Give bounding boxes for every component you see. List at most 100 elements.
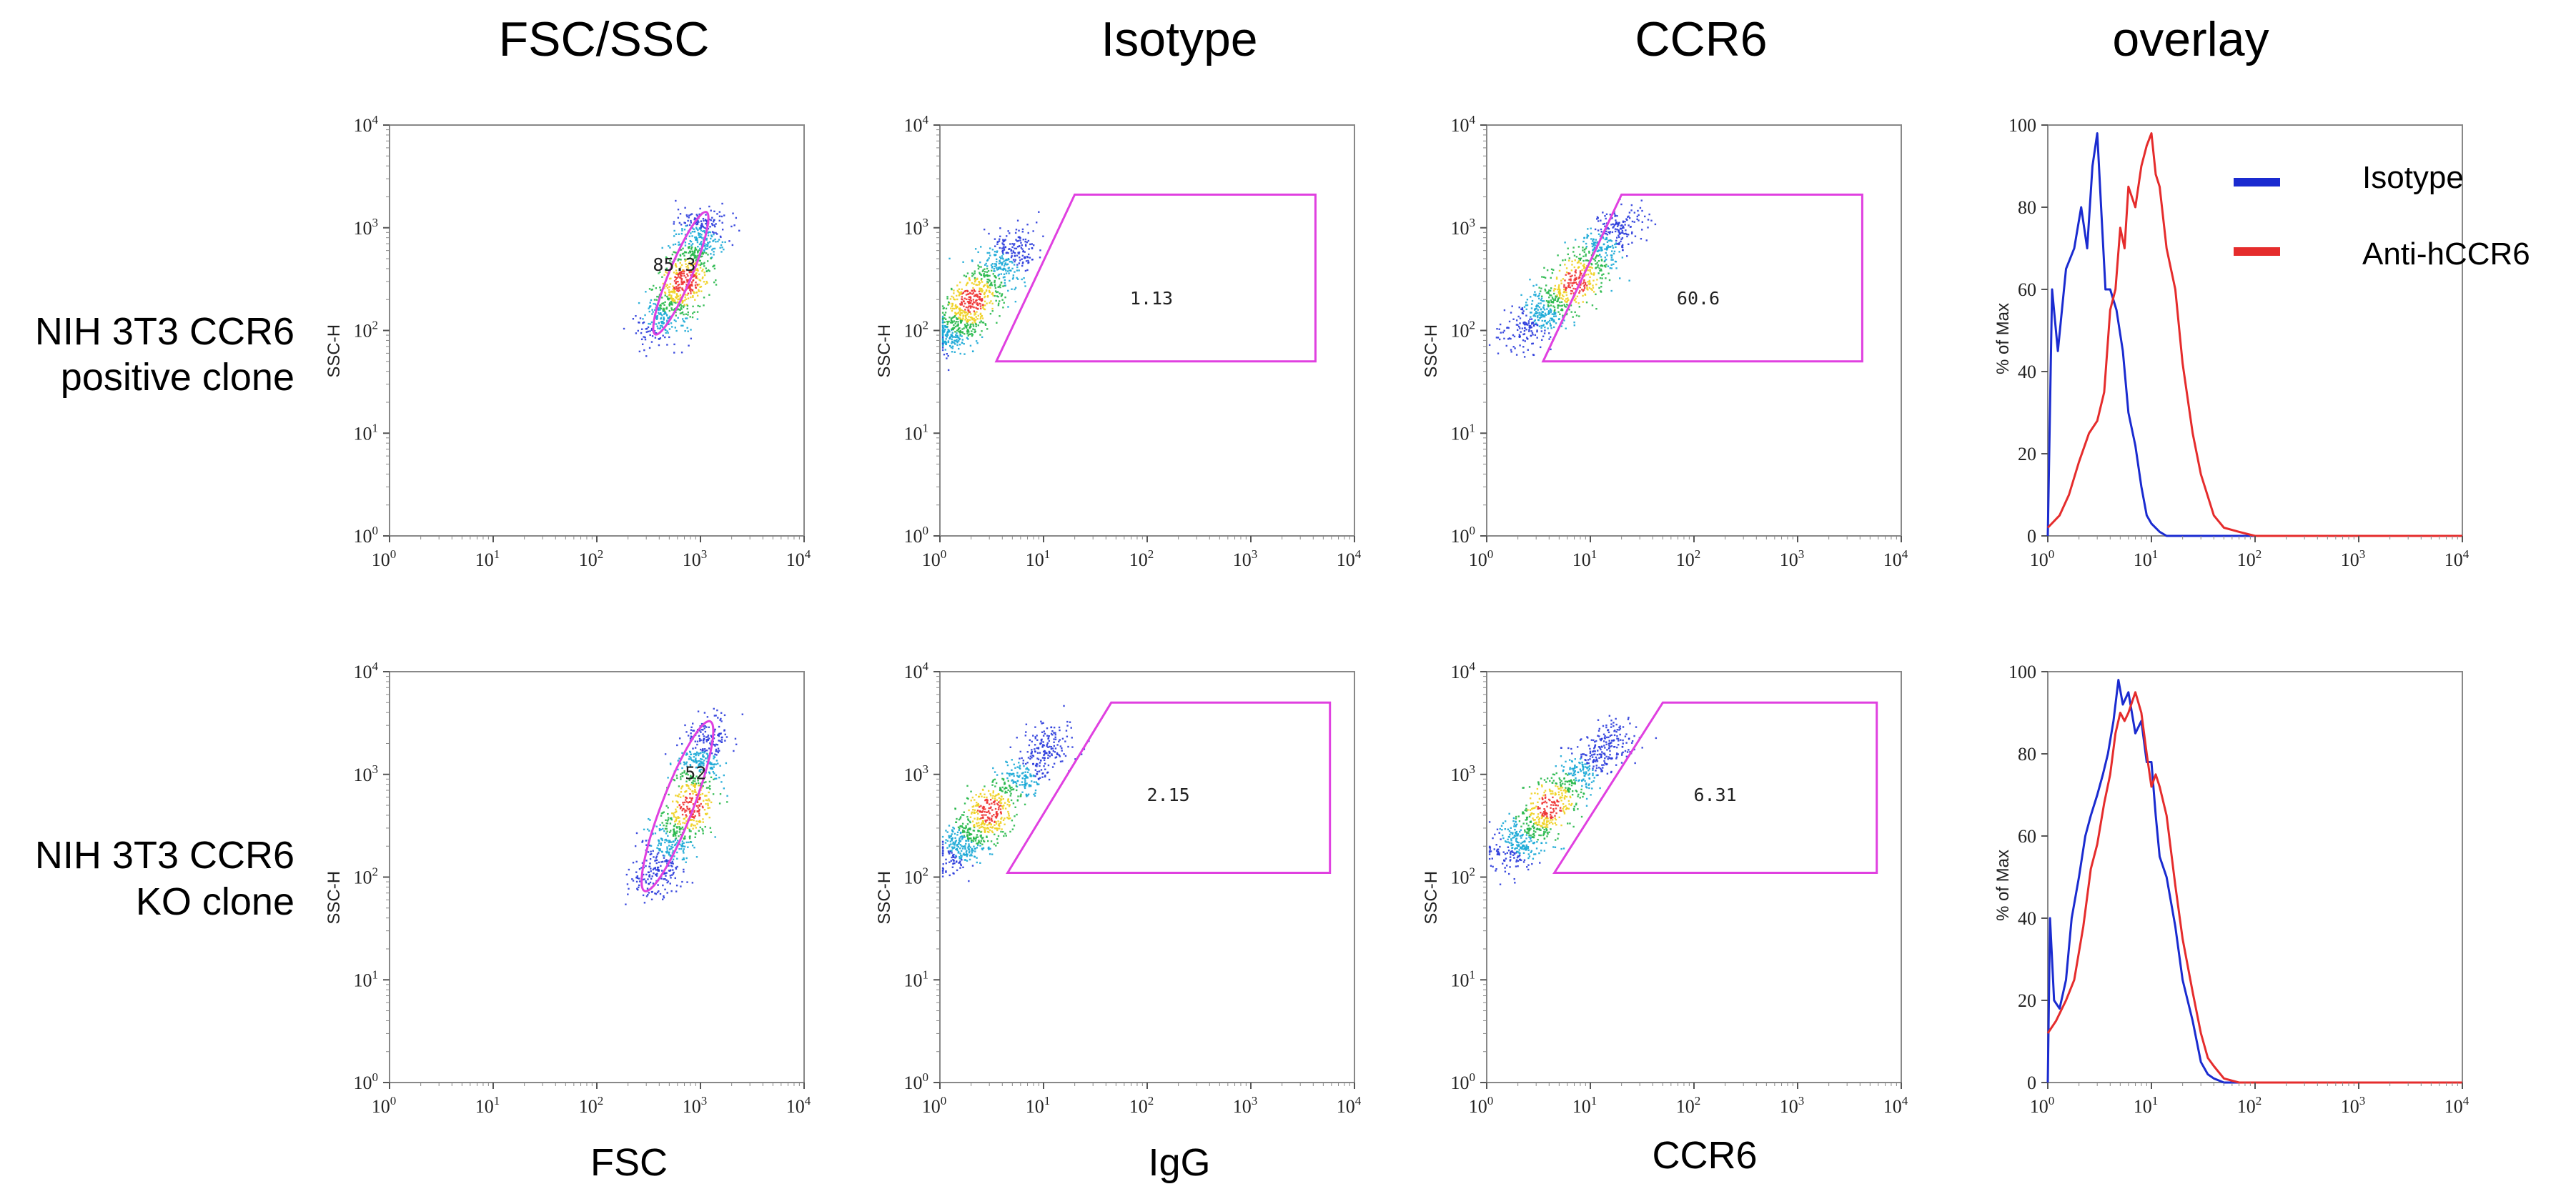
event-dot (649, 311, 650, 312)
event-dot (996, 295, 998, 297)
event-dot (952, 855, 953, 856)
event-dot (976, 819, 978, 820)
event-dot (1524, 327, 1525, 329)
event-dot (1496, 337, 1497, 338)
event-dot (1049, 735, 1050, 737)
event-dot (1053, 732, 1054, 733)
event-dot (710, 253, 711, 254)
event-dot (1537, 309, 1539, 310)
event-dot (1039, 249, 1041, 251)
event-dot (979, 825, 980, 826)
event-dot (984, 811, 985, 812)
event-dot (648, 872, 650, 873)
event-dot (668, 337, 670, 338)
event-dot (710, 777, 712, 778)
event-dot (1026, 242, 1028, 243)
event-dot (1063, 705, 1064, 707)
event-dot (1022, 772, 1024, 773)
event-dot (668, 245, 669, 247)
event-dot (1031, 755, 1033, 756)
event-dot (692, 312, 693, 314)
event-dot (942, 318, 943, 319)
event-dot (691, 282, 693, 283)
event-dot (660, 312, 661, 314)
event-dot (713, 239, 714, 241)
event-dot (670, 817, 671, 819)
event-dot (989, 853, 991, 855)
event-dot (1007, 765, 1009, 766)
event-dot (670, 862, 672, 864)
event-dot (1610, 267, 1611, 269)
event-dot (653, 856, 654, 857)
event-dot (681, 810, 683, 811)
event-dot (1593, 291, 1595, 292)
event-dot (981, 278, 982, 279)
event-dot (1541, 296, 1542, 297)
event-dot (1051, 730, 1053, 732)
event-dot (1019, 775, 1020, 776)
event-dot (1040, 760, 1041, 761)
event-dot (1008, 815, 1009, 816)
event-dot (945, 334, 946, 335)
event-dot (1565, 287, 1567, 289)
event-dot (628, 869, 630, 870)
event-dot (995, 821, 996, 822)
event-dot (1001, 790, 1003, 792)
event-dot (684, 229, 685, 230)
event-dot (1512, 346, 1514, 347)
event-dot (1496, 328, 1497, 329)
event-dot (966, 312, 967, 313)
event-dot (1016, 264, 1018, 265)
event-dot (958, 819, 960, 820)
event-dot (1548, 297, 1550, 298)
event-dot (1023, 277, 1024, 279)
event-dot (956, 840, 957, 841)
event-dot (695, 272, 697, 274)
event-dot (658, 344, 660, 346)
event-dot (670, 877, 671, 878)
event-dot (675, 279, 676, 280)
event-dot (984, 271, 986, 272)
event-dot (1497, 352, 1499, 354)
event-dot (951, 857, 952, 858)
event-dot (942, 850, 943, 852)
event-dot (669, 294, 670, 295)
event-dot (715, 744, 717, 745)
event-dot (673, 344, 675, 345)
event-dot (646, 895, 648, 897)
event-dot (953, 860, 954, 861)
event-dot (671, 309, 673, 310)
event-dot (684, 811, 685, 812)
event-dot (1531, 307, 1532, 309)
x-tick-label: 104 (2444, 547, 2470, 570)
event-dot (1519, 344, 1520, 346)
event-dot (963, 827, 964, 829)
row-label-line2: positive clone (61, 356, 294, 399)
event-dot (703, 218, 704, 219)
event-dot (679, 737, 680, 739)
event-dot (712, 266, 713, 267)
event-dot (675, 314, 677, 316)
event-dot (956, 861, 957, 862)
event-dot (989, 302, 990, 304)
event-dot (1589, 277, 1590, 278)
event-dot (1051, 733, 1052, 735)
event-dot (963, 333, 965, 334)
event-dot (1034, 795, 1036, 797)
event-dot (711, 257, 713, 258)
event-dot (1012, 773, 1014, 775)
event-dot (720, 712, 722, 714)
event-dot (982, 304, 984, 305)
event-dot (1011, 289, 1012, 290)
event-dot (708, 798, 709, 800)
event-dot (695, 740, 696, 742)
event-dot (992, 826, 994, 827)
event-dot (1569, 257, 1570, 259)
event-dot (1004, 282, 1006, 284)
event-dot (694, 299, 695, 300)
event-dot (701, 223, 703, 224)
event-dot (986, 265, 988, 267)
event-dot (973, 292, 974, 294)
event-dot (708, 247, 710, 248)
